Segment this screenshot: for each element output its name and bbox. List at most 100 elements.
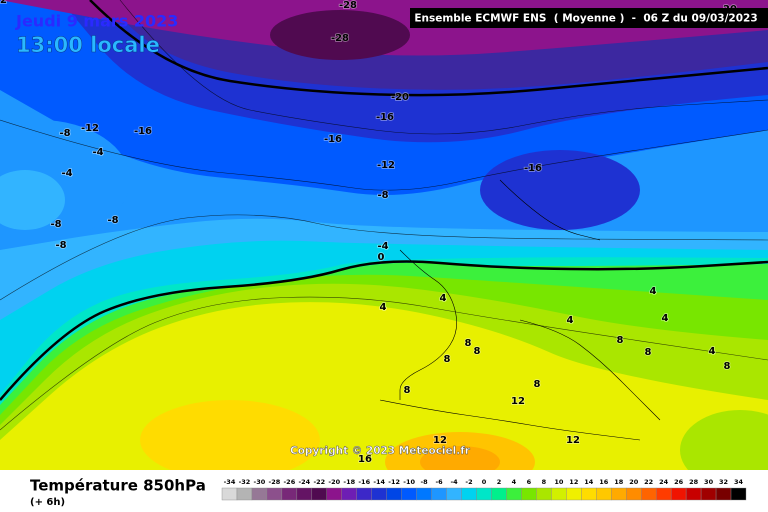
- contour-line: [0, 119, 768, 191]
- contour-label: 8: [465, 338, 472, 349]
- contour-label: -16: [524, 163, 542, 174]
- contour-label: 8: [474, 346, 481, 357]
- scale-swatch: [641, 487, 657, 501]
- scale-swatch: [626, 487, 642, 501]
- scale-label: 16: [599, 478, 609, 486]
- contour-label: 4: [709, 346, 716, 357]
- contour-label: 12: [433, 435, 447, 446]
- scale-label: 0: [482, 478, 487, 486]
- scale-label: 6: [527, 478, 532, 486]
- scale-label: 10: [554, 478, 564, 486]
- scale-swatch: [386, 487, 402, 501]
- scale-swatch: [461, 487, 477, 501]
- contour-label: 4: [380, 302, 387, 313]
- scale-swatch: [431, 487, 447, 501]
- contour-label: 4: [567, 315, 574, 326]
- scale-swatch: [296, 487, 313, 501]
- warm-area: [140, 400, 320, 480]
- scale-swatch: [416, 487, 432, 501]
- contour-label: 0: [378, 252, 385, 263]
- scale-label: -16: [358, 478, 370, 486]
- scale-label: -22: [313, 478, 325, 486]
- scale-label: -34: [224, 478, 236, 486]
- contour-label: 4: [662, 313, 669, 324]
- contour-label: 4: [440, 293, 447, 304]
- scale-label: -32: [239, 478, 251, 486]
- scale-label: 28: [689, 478, 699, 486]
- scale-label: 2: [497, 478, 502, 486]
- contour-label: -8: [377, 190, 388, 201]
- scale-swatch: [551, 487, 567, 501]
- scale-swatch: [476, 487, 492, 501]
- scale-swatch: [566, 487, 582, 501]
- scale-label: 32: [719, 478, 728, 486]
- legend-title: Température 850hPa: [30, 477, 206, 495]
- contour-label: 8: [645, 347, 652, 358]
- contour-label: -8: [59, 128, 70, 139]
- scale-swatch: [521, 487, 537, 501]
- coastline: [379, 399, 641, 441]
- contour-label: -8: [55, 240, 66, 251]
- scale-label: -30: [254, 478, 266, 486]
- contour-label: 4: [650, 286, 657, 297]
- contour-label: -12: [377, 160, 395, 171]
- scale-swatch: [326, 487, 342, 501]
- scale-swatch: [715, 487, 732, 501]
- contour-minus-20: [89, 0, 768, 97]
- contour-lines: [0, 0, 768, 441]
- scale-label: 24: [659, 478, 669, 486]
- contour-label: -16: [134, 126, 152, 137]
- contour-line: [0, 296, 768, 431]
- scale-swatch: [611, 487, 627, 501]
- temperature-band: [480, 150, 640, 230]
- temperature-bands: [0, 0, 768, 492]
- scale-swatch: [356, 487, 372, 501]
- contour-label: 8: [617, 335, 624, 346]
- scale-label: -28: [269, 478, 281, 486]
- contour-label: -28: [331, 33, 349, 44]
- model-box: [410, 8, 768, 28]
- contour-label: 8: [724, 361, 731, 372]
- scale-label: -8: [420, 478, 428, 486]
- scale-swatch: [700, 487, 717, 501]
- scale-label: 22: [644, 478, 653, 486]
- scale-swatch: [506, 487, 522, 501]
- temperature-band: [270, 10, 410, 60]
- scale-label: 30: [704, 478, 714, 486]
- scale-swatch: [670, 487, 687, 501]
- scale-label: -20: [328, 478, 340, 486]
- scale-swatch: [685, 487, 702, 501]
- scale-swatch: [491, 487, 507, 501]
- scale-label: -26: [283, 478, 295, 486]
- scale-swatch: [655, 487, 672, 501]
- contour-label: 12: [0, 0, 7, 6]
- scale-label: -10: [403, 478, 415, 486]
- map-date: Jeudi 9 mars 2023: [15, 12, 178, 31]
- scale-label: -12: [388, 478, 400, 486]
- map-time: 13:00 locale: [16, 33, 160, 57]
- scale-label: 20: [629, 478, 639, 486]
- contour-label: -20: [391, 92, 409, 103]
- contour-label: -12: [81, 123, 99, 134]
- scale-label: 18: [614, 478, 624, 486]
- scale-label: 34: [734, 478, 744, 486]
- model-info: Ensemble ECMWF ENS ( Moyenne ) - 06 Z du…: [414, 13, 757, 25]
- contour-label: 8: [404, 385, 411, 396]
- contour-label: -4: [92, 147, 103, 158]
- contour-line: [119, 0, 768, 135]
- scale-swatch: [311, 487, 328, 501]
- contour-label: -28: [339, 0, 357, 11]
- contour-label: -8: [107, 215, 118, 226]
- scale-swatch: [401, 487, 417, 501]
- scale-label: 12: [569, 478, 578, 486]
- contour-zero: [0, 260, 768, 401]
- scale-swatch: [581, 487, 597, 501]
- contour-label: -4: [377, 241, 388, 252]
- scale-label: -2: [465, 478, 472, 486]
- scale-label: 26: [674, 478, 684, 486]
- scale-label: -18: [343, 478, 355, 486]
- scale-label: -14: [373, 478, 385, 486]
- contour-label: 12: [511, 396, 525, 407]
- contour-label: 12: [566, 435, 580, 446]
